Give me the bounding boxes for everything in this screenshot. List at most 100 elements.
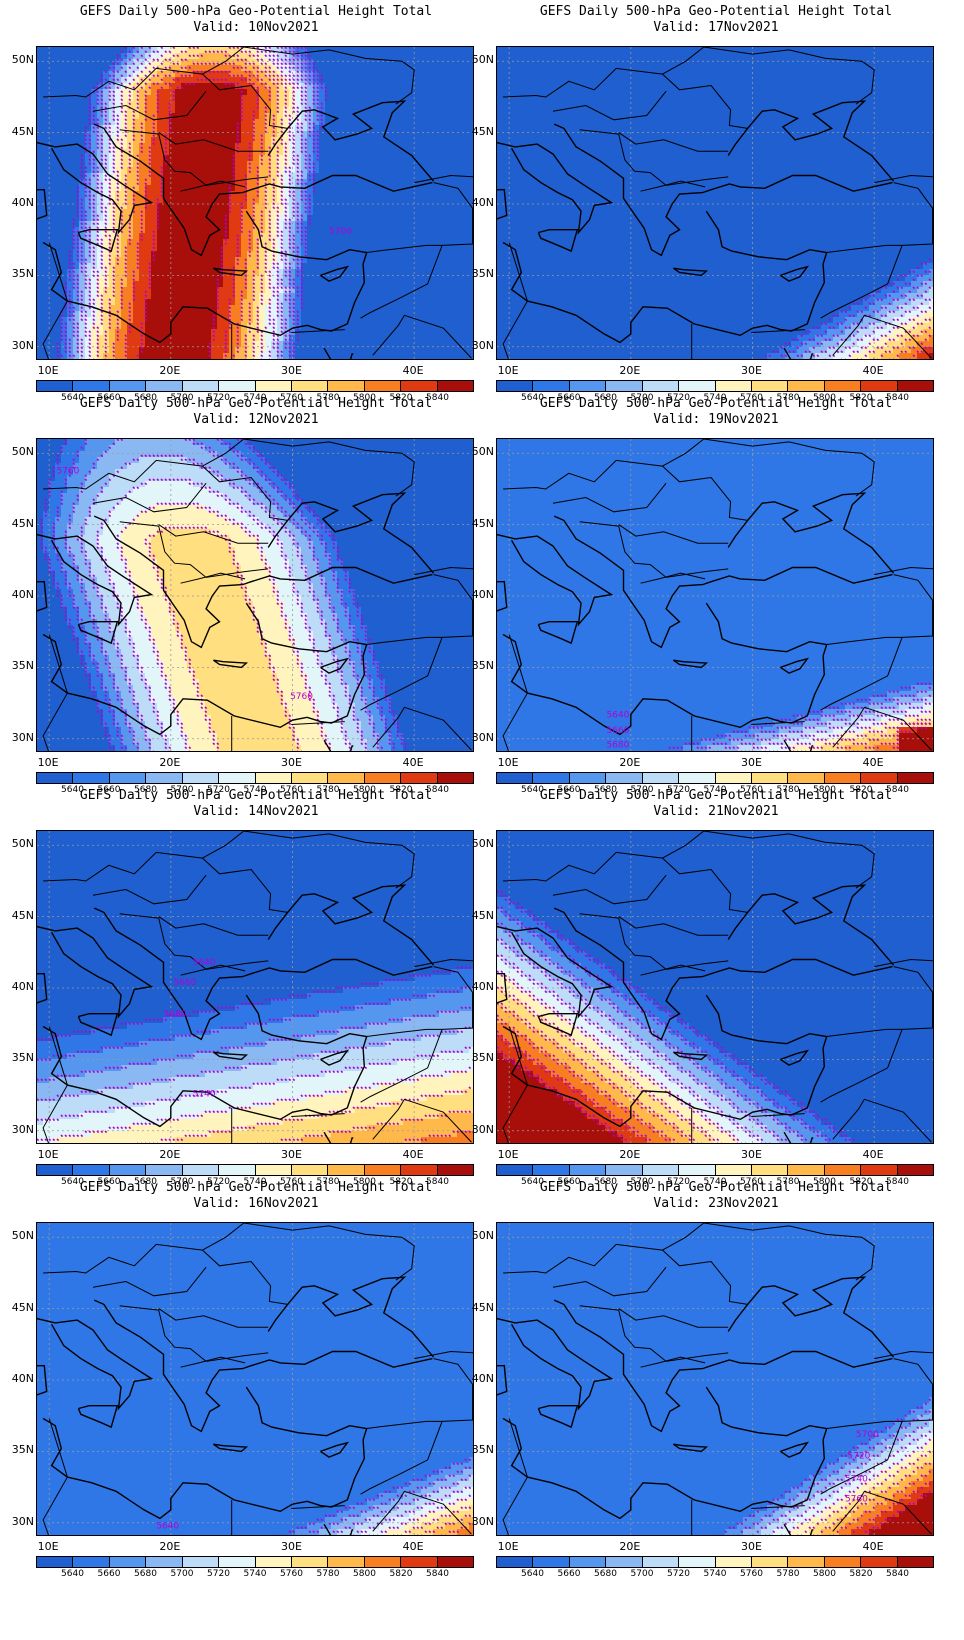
longitude-label: 40E [393, 756, 433, 769]
colorbar-label: 5740 [704, 785, 727, 795]
longitude-label: 20E [610, 756, 650, 769]
latitude-label: 50N [2, 54, 34, 66]
colorbar-swatch [569, 1165, 607, 1175]
colorbar-label: 5720 [207, 393, 230, 403]
colorbar-swatch [569, 773, 607, 783]
longitude-label: 10E [488, 1540, 528, 1553]
latitude-label: 50N [462, 446, 494, 458]
colorbar-swatch [401, 773, 438, 783]
height-field-map: 5640 5660 5680 5740 [36, 830, 474, 1144]
colorbar-swatch [73, 773, 110, 783]
colorbar-label: 5760 [740, 785, 763, 795]
longitude-label: 40E [853, 1540, 893, 1553]
colorbar-label: 5720 [207, 1177, 230, 1187]
colorbar-swatch [497, 381, 534, 391]
height-field-map [496, 46, 934, 360]
colorbar-label: 5820 [850, 785, 873, 795]
colorbar-swatch [291, 381, 329, 391]
colorbar-label: 5800 [813, 1177, 836, 1187]
map-panel: GEFS Daily 500-hPa Geo-Potential Height … [460, 1176, 942, 1586]
latitude-label: 50N [2, 1230, 34, 1242]
colorbar [36, 772, 474, 784]
colorbar-swatch [364, 381, 402, 391]
map-panel: GEFS Daily 500-hPa Geo-Potential Height … [460, 784, 942, 1194]
contour-label: 5640 [156, 1521, 179, 1531]
map-svg: 5760 5760 [37, 439, 473, 751]
colorbar-label: 5820 [390, 1569, 413, 1579]
map-svg: 5700 [37, 47, 473, 359]
colorbar-label: 5820 [390, 785, 413, 795]
colorbar-swatch [751, 773, 789, 783]
colorbar-label: 5760 [280, 393, 303, 403]
longitude-label: 20E [150, 1540, 190, 1553]
colorbar [496, 772, 934, 784]
colorbar-label: 5820 [390, 393, 413, 403]
latitude-label: 35N [2, 660, 34, 672]
colorbar [496, 1164, 934, 1176]
colorbar-label: 5700 [631, 785, 654, 795]
colorbar-label: 5700 [631, 393, 654, 403]
colorbar-label: 5680 [594, 1177, 617, 1187]
colorbar-swatch [437, 773, 474, 783]
latitude-label: 40N [462, 589, 494, 601]
colorbar-labels: 5640 5660 5680 5700 5720 5740 5760 5780 5800 5820… [36, 1569, 474, 1581]
latitude-label: 45N [462, 125, 494, 138]
height-field-map [496, 830, 934, 1144]
colorbar-label: 5640 [61, 1569, 84, 1579]
colorbar-swatch [182, 381, 220, 391]
longitude-label: 30E [272, 1540, 312, 1553]
colorbar-swatch [37, 773, 74, 783]
latitude-label: 50N [462, 54, 494, 66]
longitude-label: 40E [393, 1540, 433, 1553]
colorbar-label: 5660 [558, 393, 581, 403]
map-panel: GEFS Daily 500-hPa Geo-Potential Height … [0, 1176, 482, 1586]
colorbar-label: 5720 [667, 393, 690, 403]
colorbar-label: 5660 [558, 1177, 581, 1187]
latitude-label: 35N [2, 1052, 34, 1064]
map-panel: GEFS Daily 500-hPa Geo-Potential Height … [0, 392, 482, 802]
colorbar-swatch [897, 381, 934, 391]
latitude-label: 30N [462, 1515, 494, 1528]
latitude-label: 30N [2, 731, 34, 744]
longitude-label: 30E [732, 1148, 772, 1161]
map-svg: 5640 5660 5680 5740 [37, 831, 473, 1143]
latitude-label: 40N [462, 1373, 494, 1385]
colorbar-label: 5780 [317, 1177, 340, 1187]
contour-label: 5660 [173, 978, 196, 988]
colorbar-swatch [788, 1557, 825, 1567]
longitude-label: 40E [393, 364, 433, 377]
latitude-label: 35N [462, 1444, 494, 1456]
colorbar-swatch [642, 773, 680, 783]
colorbar-label: 5840 [886, 785, 909, 795]
colorbar-label: 5640 [61, 393, 84, 403]
colorbar-swatch [897, 1557, 934, 1567]
colorbar-swatch [109, 381, 147, 391]
colorbar-swatch [606, 381, 643, 391]
contour-label: 5740 [193, 1089, 216, 1099]
map-svg [497, 831, 933, 1143]
latitude-label: 40N [2, 1373, 34, 1385]
colorbar-label: 5840 [426, 785, 449, 795]
colorbar-swatch [642, 381, 680, 391]
colorbar-swatch [219, 773, 256, 783]
colorbar-swatch [146, 773, 183, 783]
panel-valid-date: Valid: 14Nov2021 [36, 804, 476, 820]
colorbar-swatch [364, 773, 402, 783]
colorbar-swatch [788, 773, 825, 783]
colorbar-swatch [497, 1557, 534, 1567]
map-panel: GEFS Daily 500-hPa Geo-Potential Height … [460, 392, 942, 802]
longitude-label: 40E [853, 364, 893, 377]
colorbar-label: 5800 [353, 393, 376, 403]
colorbar-label: 5800 [813, 1569, 836, 1579]
colorbar-label: 5740 [704, 1177, 727, 1187]
longitude-label: 40E [393, 1148, 433, 1161]
latitude-label: 45N [2, 125, 34, 138]
colorbar-labels: 5640 5660 5680 5700 5720 5740 5760 5780 5800 5820… [36, 393, 474, 405]
colorbar-label: 5720 [667, 1569, 690, 1579]
colorbar-swatch [109, 1165, 147, 1175]
colorbar-label: 5660 [558, 785, 581, 795]
latitude-label: 50N [462, 1230, 494, 1242]
longitude-label: 30E [732, 364, 772, 377]
colorbar-swatch [328, 1165, 365, 1175]
colorbar [36, 1556, 474, 1568]
